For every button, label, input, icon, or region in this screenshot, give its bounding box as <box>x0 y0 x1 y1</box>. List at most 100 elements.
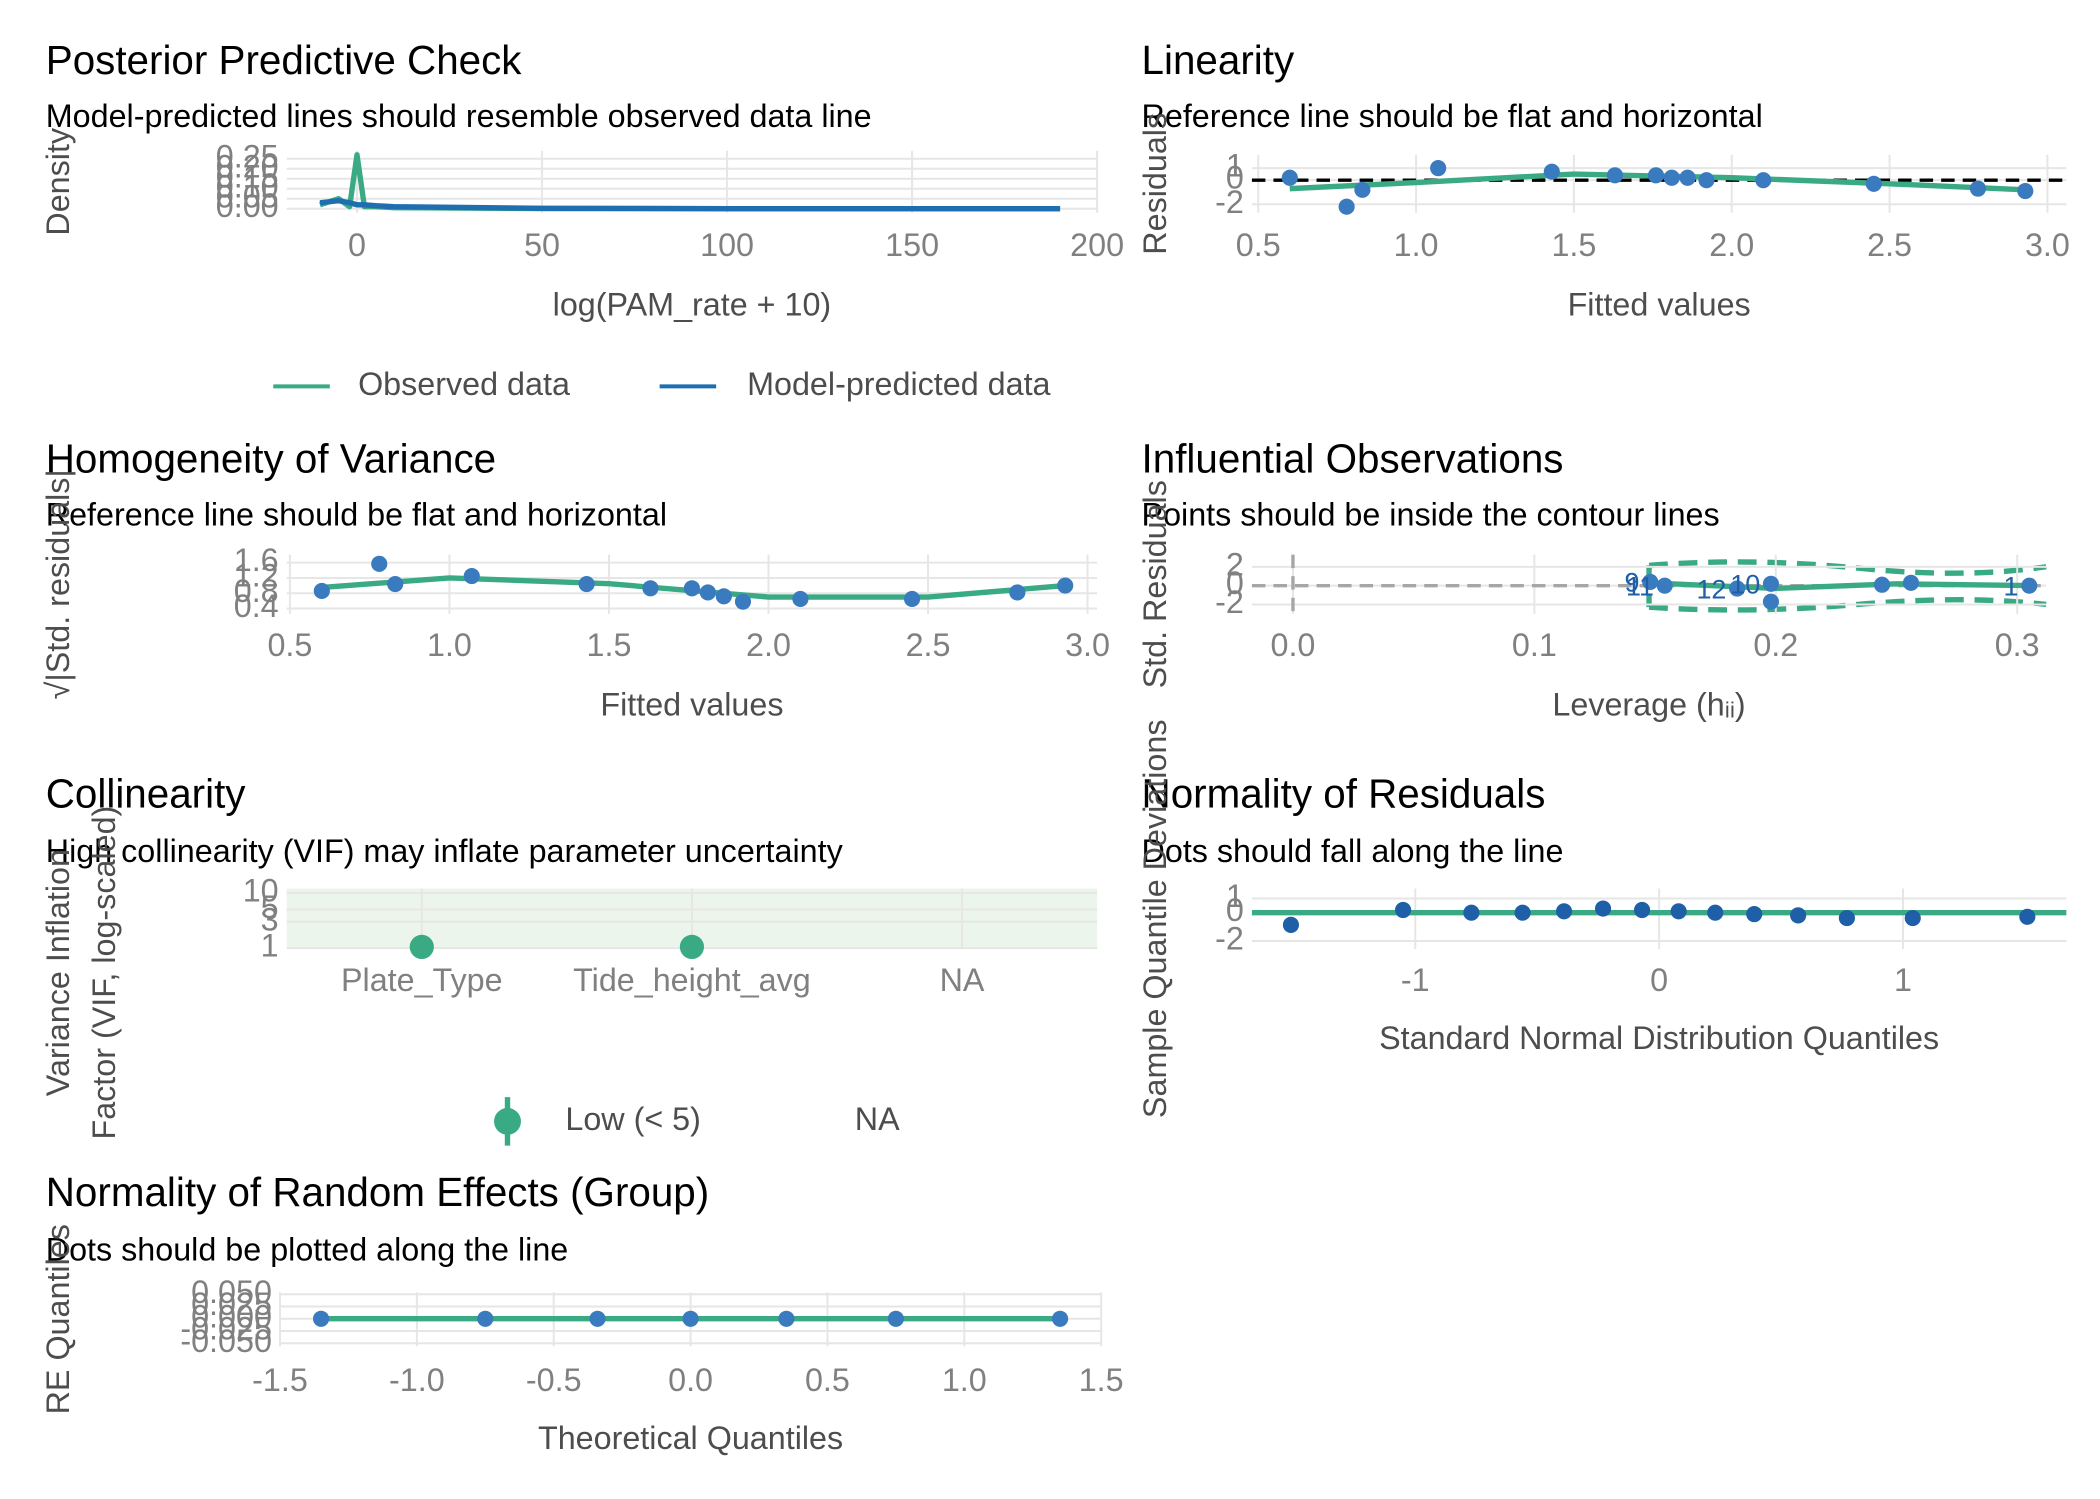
point <box>589 1310 606 1327</box>
point <box>1762 575 1780 592</box>
legend-label: Low (< 5) <box>565 1101 701 1137</box>
x-tick-label: 200 <box>1070 227 1124 263</box>
point <box>1395 901 1412 919</box>
point <box>1656 577 1673 594</box>
legend-key <box>494 1107 521 1135</box>
y-tick-label: 0.8 <box>234 573 279 609</box>
point <box>1642 573 1659 590</box>
x-tick-label: Plate_Type <box>341 962 503 998</box>
x-tick-label: Tide_height_avg <box>573 962 811 998</box>
panel-title: Influential Observations <box>1142 435 1564 481</box>
x-tick-label: -1 <box>1401 962 1430 998</box>
point <box>1729 580 1746 597</box>
y-tick-label: -2 <box>1215 184 1244 220</box>
x-tick-label: 50 <box>524 227 560 263</box>
point <box>1594 900 1612 917</box>
legend-label: Model-predicted data <box>747 366 1050 402</box>
point <box>1969 180 1987 197</box>
y-axis-label: √|Std. residuals| <box>40 469 76 699</box>
y-axis-label: Density <box>40 127 76 236</box>
x-axis-label: Theoretical Quantiles <box>538 1420 843 1456</box>
point <box>792 590 809 608</box>
y-tick-label: 0.4 <box>234 588 279 624</box>
y-tick-label: 0.10 <box>216 168 279 204</box>
x-tick-label: -0.5 <box>526 1362 582 1398</box>
y-tick-label: 0.050 <box>191 1274 272 1310</box>
y-axis-label: Variance Inflation <box>40 849 76 1096</box>
point <box>1698 172 1715 189</box>
point <box>1865 175 1882 192</box>
point <box>409 934 434 960</box>
x-tick-label: 1.0 <box>427 627 472 663</box>
point <box>683 580 700 597</box>
point-label: 10 <box>1730 570 1760 600</box>
panel-title: Linearity <box>1142 37 1295 83</box>
point <box>477 1310 494 1327</box>
line <box>319 198 1061 212</box>
point <box>1606 167 1624 184</box>
point <box>387 575 404 593</box>
x-tick-label: -1.5 <box>252 1362 308 1398</box>
line <box>1650 580 2030 592</box>
x-tick-label: 1.5 <box>1079 1362 1124 1398</box>
point <box>1514 904 1531 921</box>
point <box>1707 904 1724 921</box>
legend-label: Observed data <box>358 366 570 402</box>
y-tick-label: 0.05 <box>216 178 279 214</box>
y-tick-label: 10 <box>243 872 279 908</box>
point <box>699 584 716 601</box>
x-tick-label: 2.5 <box>906 627 951 663</box>
panel-title: Collinearity <box>46 771 247 817</box>
x-tick-label: 1.5 <box>1551 227 1596 263</box>
x-axis-label: Fitted values <box>1568 286 1751 322</box>
x-tick-label: 2.0 <box>1709 227 1754 263</box>
y-axis-label: Factor (VIF, log-scaled) <box>86 806 122 1140</box>
y-axis-label: Std. Residuals <box>1137 480 1173 688</box>
y-tick-label: 0.25 <box>216 138 279 174</box>
x-axis-label: Leverage (hᵢᵢ) <box>1552 686 1745 722</box>
point <box>1755 172 1772 189</box>
panel-subtitle: Reference line should be flat and horizo… <box>46 496 667 532</box>
panel-title: Normality of Residuals <box>1142 771 1546 817</box>
point <box>578 575 595 593</box>
panel-title: Posterior Predictive Check <box>46 37 523 83</box>
x-tick-label: 0 <box>1650 962 1668 998</box>
point <box>887 1310 904 1327</box>
point <box>1647 167 1665 184</box>
x-tick-label: 2.0 <box>746 627 791 663</box>
y-tick-label: 0 <box>1226 160 1244 196</box>
y-tick-label: 1 <box>1226 878 1244 914</box>
point <box>1663 169 1680 186</box>
point <box>1543 163 1560 180</box>
panel-title: Normality of Random Effects (Group) <box>46 1169 709 1215</box>
point <box>715 588 732 605</box>
panel-subtitle: Dots should be plotted along the line <box>46 1231 569 1267</box>
y-tick-label: 0 <box>1226 565 1244 601</box>
y-axis-label: Sample Quantile Deviations <box>1137 720 1173 1119</box>
point <box>371 555 388 572</box>
x-tick-label: 0.0 <box>1271 627 1316 663</box>
y-tick-label: 1 <box>261 928 279 964</box>
legend-label: NA <box>855 1101 900 1137</box>
x-axis-label: Fitted values <box>600 686 783 722</box>
y-tick-label: -2 <box>1215 584 1244 620</box>
y-tick-label: 1.6 <box>234 542 279 578</box>
point <box>2017 182 2034 200</box>
point <box>463 567 480 585</box>
point <box>313 582 330 600</box>
point <box>1555 903 1573 920</box>
panel-subtitle: High collinearity (VIF) may inflate para… <box>46 833 844 869</box>
point <box>1670 903 1687 920</box>
point <box>1762 593 1780 610</box>
x-tick-label: 0.5 <box>267 627 312 663</box>
x-tick-label: 150 <box>885 227 939 263</box>
y-tick-label: 0.025 <box>191 1286 272 1322</box>
y-tick-label: -0.025 <box>180 1311 272 1347</box>
point-label: 9 <box>1625 568 1640 598</box>
point <box>1281 169 1298 186</box>
point-label: 12 <box>1696 574 1726 604</box>
panel-subtitle: Points should be inside the contour line… <box>1142 496 1720 532</box>
x-tick-label: 1 <box>1894 962 1912 998</box>
point <box>1746 906 1763 923</box>
point <box>778 1310 795 1327</box>
